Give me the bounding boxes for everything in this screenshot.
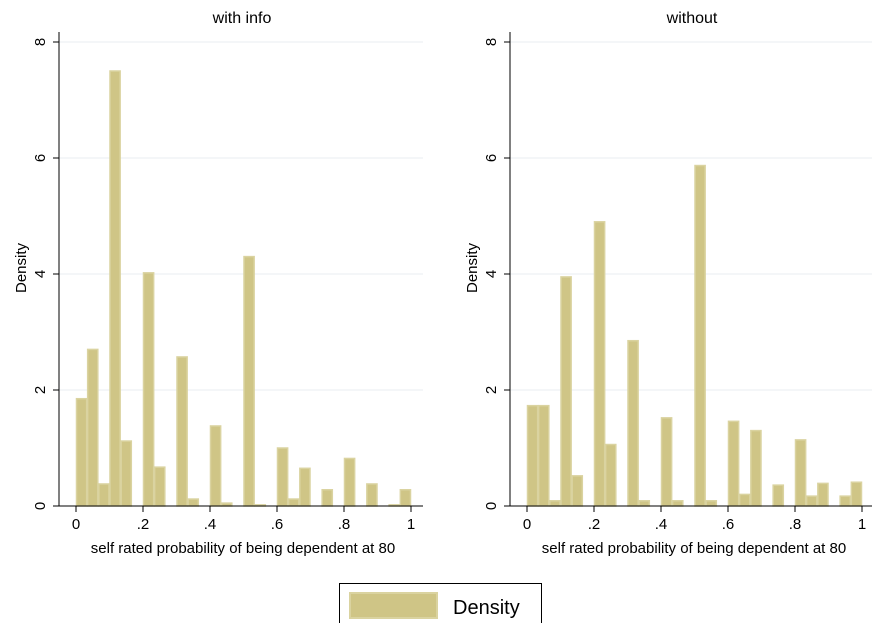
panel-with-info-bar	[142, 272, 155, 507]
panel-with-info-bar	[299, 467, 311, 507]
panel-with-info-x-tick-label: 0	[72, 516, 80, 533]
panel-with-info-bar	[321, 489, 334, 507]
panel-without-bar	[817, 482, 829, 507]
panel-with-info: 0 .2 .4 .6 .8 1 0 2 4 6 8 with info self rated pr…	[13, 10, 423, 557]
panel-with-info-bar	[343, 457, 356, 507]
panel-with-info-bar	[120, 440, 133, 507]
legend: Density	[339, 583, 542, 623]
panel-with-info-x-tick-label: 1	[407, 516, 415, 533]
panel-without-y-tick-label: 8	[483, 38, 500, 46]
panel-without-axes	[509, 32, 872, 507]
panel-without-bar	[627, 339, 639, 507]
panel-without-y-tick-label: 2	[483, 386, 500, 394]
panel-without-bar	[694, 164, 706, 507]
panel-with-info-y-tick-label: 2	[32, 386, 49, 394]
panel-with-info-bar	[109, 70, 121, 507]
panel-without-bar	[850, 481, 863, 507]
panel-with-info-y-axis-label: Density	[13, 242, 30, 293]
panel-without-bar	[593, 221, 606, 507]
panel-without-bar	[772, 484, 785, 507]
panel-with-info-bar	[176, 356, 188, 507]
panel-with-info-bar	[287, 498, 300, 507]
panel-with-info-y-tick-label: 4	[32, 270, 49, 278]
panel-with-info-x-tick-label: .2	[137, 516, 150, 533]
panel-without-bar	[660, 417, 673, 507]
panel-without-x-tick-label: .6	[722, 516, 735, 533]
panel-without-bar	[526, 404, 539, 507]
panel-with-info-bar	[276, 447, 289, 507]
panel-without-y-tick-label: 0	[483, 502, 500, 510]
panel-without-x-tick-label: .8	[789, 516, 802, 533]
panel-without-x-tick-label: .4	[655, 516, 668, 533]
panel-without-y-tick-label: 4	[483, 270, 500, 278]
panel-without-y-axis-label: Density	[464, 242, 481, 293]
panel-with-info-axes	[58, 32, 423, 507]
panel-without-title: without	[666, 10, 718, 27]
panel-without-bar	[549, 500, 561, 507]
panel-with-info-bar	[86, 348, 99, 507]
panel-without-bar	[571, 475, 584, 507]
panel-without-bar	[727, 420, 740, 507]
panel-without-bar	[560, 276, 572, 507]
panel-without: 0 .2 .4 .6 .8 1 0 2 4 6 8 without self rated prob…	[464, 10, 872, 557]
panel-without-x-tick-label: .2	[588, 516, 601, 533]
panel-without-bars	[526, 164, 863, 507]
panel-without-bar	[638, 500, 651, 507]
panel-with-info-x-ticks: 0 .2 .4 .6 .8 1	[72, 506, 415, 533]
panel-without-x-ticks: 0 .2 .4 .6 .8 1	[523, 506, 866, 533]
panel-without-bar	[705, 500, 718, 507]
panel-without-y-tick-label: 6	[483, 154, 500, 162]
panel-without-x-tick-label: 0	[523, 516, 531, 533]
panel-with-info-bar	[75, 397, 88, 507]
panel-without-bar	[537, 404, 550, 507]
panel-with-info-x-axis-label: self rated probability of being dependen…	[91, 540, 395, 557]
panel-with-info-bar	[153, 466, 166, 507]
panel-without-bar	[671, 500, 684, 507]
panel-with-info-title: with info	[212, 10, 272, 27]
panel-with-info-bar	[209, 425, 222, 507]
panel-with-info-y-tick-label: 0	[32, 502, 49, 510]
panel-without-bar	[738, 493, 751, 507]
panel-with-info-y-tick-label: 8	[32, 38, 49, 46]
panel-without-bar	[794, 439, 807, 507]
panel-with-info-bar	[243, 255, 255, 507]
panel-without-x-tick-label: 1	[858, 516, 866, 533]
panel-with-info-x-tick-label: .8	[338, 516, 351, 533]
panel-without-bar	[839, 495, 852, 507]
panel-without-y-ticks: 0 2 4 6 8	[483, 38, 510, 510]
panel-with-info-bar	[366, 483, 378, 507]
panel-with-info-bar	[399, 489, 412, 507]
panel-without-bar	[750, 429, 762, 507]
legend-swatch	[349, 592, 438, 619]
panel-with-info-y-tick-label: 6	[32, 154, 49, 162]
panel-with-info-x-tick-label: .6	[271, 516, 284, 533]
panel-with-info-bar	[187, 498, 200, 507]
panel-with-info-y-ticks: 0 2 4 6 8	[32, 38, 59, 510]
panel-without-x-axis-label: self rated probability of being dependen…	[542, 540, 846, 557]
legend-label: Density	[453, 597, 520, 619]
panel-without-bar	[604, 443, 617, 507]
panel-with-info-bar	[98, 483, 110, 507]
panel-without-bar	[805, 495, 818, 507]
panel-with-info-x-tick-label: .4	[204, 516, 217, 533]
